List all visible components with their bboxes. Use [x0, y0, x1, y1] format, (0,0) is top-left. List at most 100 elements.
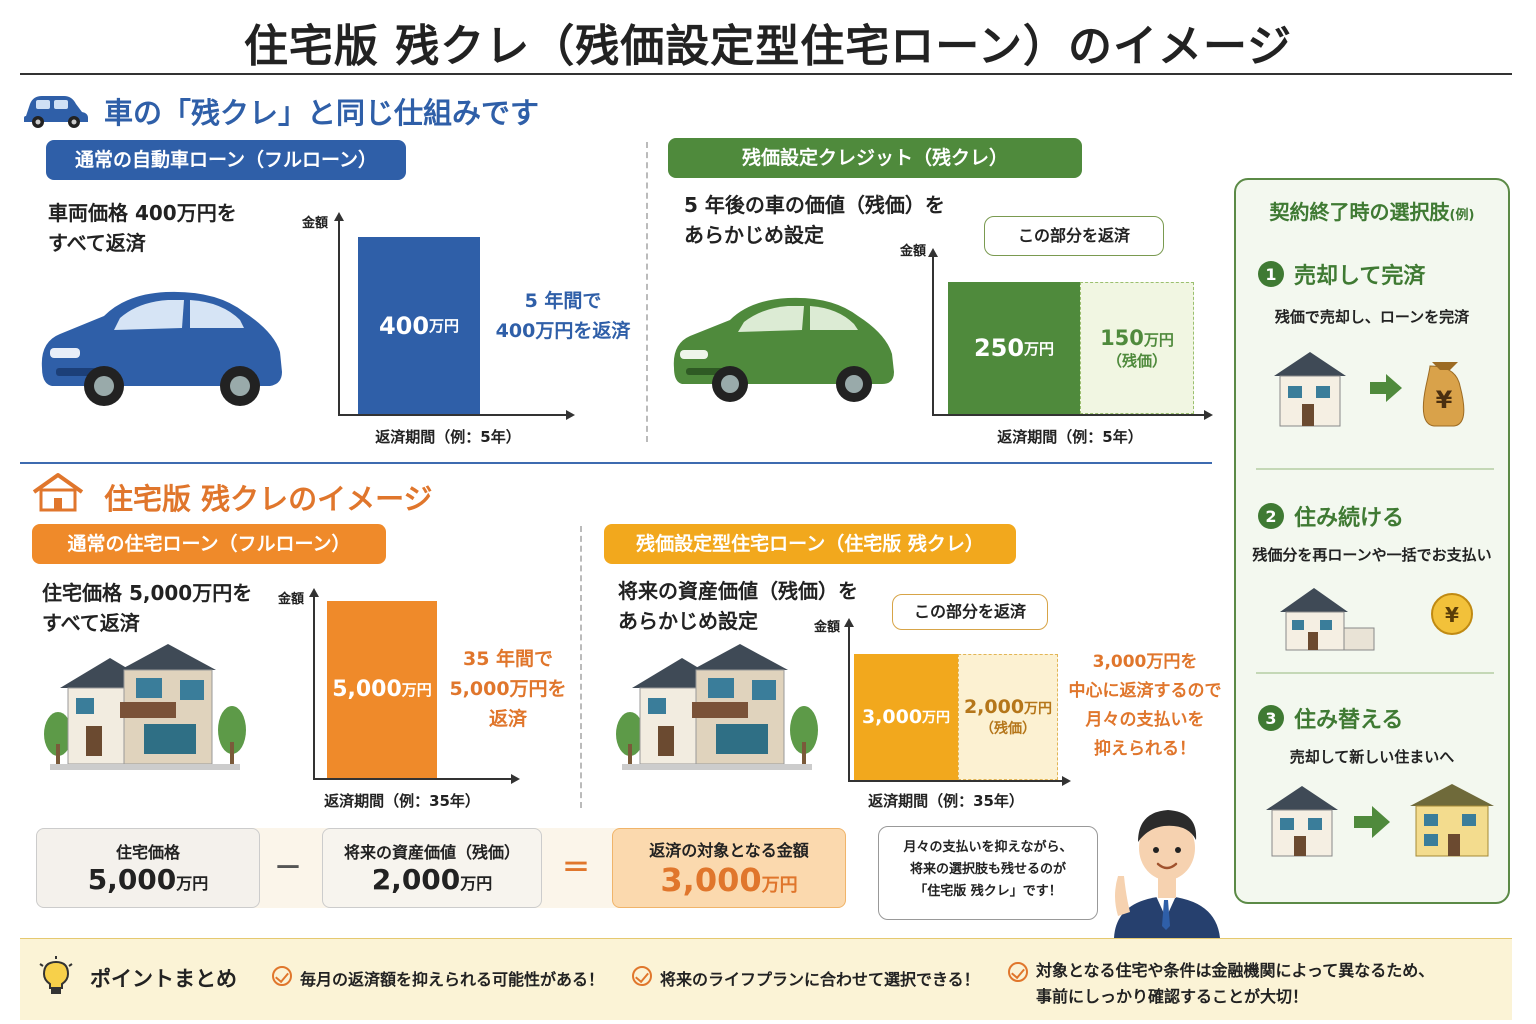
option-sell-heading: 1 売却して完済 [1258, 258, 1425, 290]
option-number-3: 3 [1258, 705, 1284, 731]
option-number-1: 1 [1258, 261, 1284, 287]
y-axis [338, 220, 340, 416]
house-residual-note-line3: 月々の支払いを [1085, 710, 1205, 730]
car-full-bar-value: 400 [378, 311, 430, 340]
equation-house-price: 住宅価格 5,000万円 [36, 828, 260, 908]
car-residual-pill: 残価設定クレジット（残クレ） [668, 138, 1082, 178]
house-residual-note-line1: 3,000万円を [1092, 652, 1198, 672]
house-residual-bar-paid: 3,000 万円 [854, 654, 958, 780]
house-residual-note-line4: 抑えられる！ [1094, 739, 1196, 759]
car-full-bar: 400 万円 [358, 237, 480, 414]
house-full-desc-line1: 住宅価格 5,000万円を [42, 581, 253, 605]
car-full-xlabel: 返済期間（例：5年） [375, 428, 521, 446]
car-residual-bar1-unit: 万円 [1024, 339, 1055, 358]
house-full-desc-line2: すべて返済 [42, 611, 140, 635]
option-number-2: 2 [1258, 503, 1284, 529]
house-residual-xlabel: 返済期間（例：35年） [868, 792, 1024, 810]
house-full-bar-value: 5,000 [332, 677, 402, 702]
option-stay-heading: 2 住み続ける [1258, 500, 1404, 532]
car-full-desc-line1: 車両価格 400万円を [48, 201, 237, 225]
equation-b-unit: 万円 [460, 874, 493, 893]
equals-sign: ＝ [561, 851, 590, 884]
x-axis [338, 414, 566, 416]
point-item-2: 将来のライフプランに合わせて選択できる！ [632, 966, 980, 990]
x-axis [313, 778, 511, 780]
x-axis-arrow [1204, 410, 1213, 420]
option-sell-desc: 残価で売却し、ローンを完済 [1274, 308, 1470, 326]
equation-c-label: 返済の対象となる金額 [649, 841, 809, 860]
car-residual-desc: 5 年後の車の価値（残価）を あらかじめ設定 [684, 190, 945, 250]
x-axis-arrow [566, 410, 575, 420]
car-residual-ylabel: 金額 [900, 244, 927, 259]
car-full-desc: 車両価格 400万円を すべて返済 [48, 198, 237, 258]
house-residual-bar-residual: 2,000万円 （残価） [958, 654, 1058, 780]
house-icon [30, 472, 86, 516]
x-axis [848, 780, 1062, 782]
point-item-2-text: 将来のライフプランに合わせて選択できる！ [660, 970, 980, 989]
car-full-ylabel: 金額 [302, 216, 329, 231]
house-residual-note: 3,000万円を 中心に返済するので 月々の支払いを 抑えられる！ [1060, 648, 1230, 764]
house-residual-bar2-unit: 万円 [1024, 701, 1053, 717]
check-icon [632, 966, 652, 986]
sidebar-divider [1256, 672, 1494, 674]
green-car-illustration [666, 288, 898, 408]
point-item-3: 対象となる住宅や条件は金融機関によって異なるため、 事前にしっかり確認することが… [1008, 958, 1434, 1010]
check-icon [1008, 962, 1028, 982]
point-item-3-line1: 対象となる住宅や条件は金融機関によって異なるため、 [1036, 961, 1435, 980]
house-residual-note-line2: 中心に返済するので [1068, 681, 1222, 701]
car-residual-bar-residual: 150万円 （残価） [1080, 282, 1194, 414]
equation-a-unit: 万円 [176, 874, 209, 893]
house-residual-desc-line2: あらかじめ設定 [618, 609, 758, 633]
option-stay-desc: 残価分を再ローンや一括でお支払い [1252, 546, 1492, 564]
option-move-heading: 3 住み替える [1258, 702, 1403, 734]
car-divider [646, 142, 648, 442]
house-full-bar-unit: 万円 [401, 681, 432, 699]
house-residual-pill: 残価設定型住宅ローン（住宅版 残クレ） [604, 524, 1016, 564]
equation-b-value: 2,000 [371, 863, 461, 896]
car-residual-bar1-value: 250 [973, 334, 1025, 362]
car-full-note: 5 年間で 400万円を返済 [488, 286, 638, 346]
car-residual-callout: この部分を返済 [984, 216, 1164, 256]
equation-b-label: 将来の資産価値（残価） [343, 843, 520, 862]
speech-line1: 月々の支払いを抑えながら、 [903, 840, 1073, 855]
car-full-loan-pill: 通常の自動車ローン（フルローン） [46, 140, 406, 180]
house-move-illustration [1262, 780, 1498, 864]
car-residual-desc-line1: 5 年後の車の価値（残価）を [684, 193, 945, 217]
speech-line2: 将来の選択肢も残せるのが [909, 862, 1066, 877]
minus-sign: － [273, 851, 302, 884]
house-stay-illustration: ¥ [1276, 584, 1486, 658]
sidebar-title-text: 契約終了時の選択肢 [1269, 200, 1450, 224]
car-residual-desc-line2: あらかじめ設定 [684, 223, 824, 247]
y-axis [932, 256, 934, 416]
house-residual-bar1-unit: 万円 [922, 710, 951, 726]
sidebar-title: 契約終了時の選択肢(例) [1234, 196, 1510, 225]
car-residual-bar-paid: 250 万円 [948, 282, 1080, 414]
option-move-title: 住み替える [1294, 708, 1404, 733]
point-item-1-text: 毎月の返済額を抑えられる可能性がある！ [300, 970, 605, 989]
advisor-person-illustration [1104, 796, 1230, 942]
sidebar-divider [1256, 468, 1494, 470]
car-full-note-line1: 5 年間で [524, 290, 602, 312]
car-full-note-line2: 400万円を返済 [495, 320, 631, 342]
y-axis-arrow [309, 588, 319, 597]
house-section-title: 住宅版 残クレのイメージ [104, 482, 433, 516]
house-sell-to-money-illustration: ¥ [1270, 346, 1490, 436]
speech-bubble: 月々の支払いを抑えながら、 将来の選択肢も残せるのが 「住宅版 残クレ」です！ [878, 826, 1098, 920]
y-axis [848, 626, 850, 782]
yen-symbol-bag: ¥ [1436, 386, 1453, 414]
house-full-note-line3: 返済 [488, 708, 527, 730]
y-axis [313, 596, 315, 780]
car-full-bar-unit: 万円 [429, 317, 460, 335]
x-axis-arrow [511, 774, 520, 784]
equation-a-label: 住宅価格 [115, 843, 180, 862]
house-full-xlabel: 返済期間（例：35年） [324, 792, 480, 810]
x-axis [932, 414, 1204, 416]
points-summary [20, 938, 1512, 1020]
car-residual-bar2-value: 150 [1100, 325, 1144, 350]
house-divider [580, 526, 582, 808]
house-illustration [40, 640, 250, 778]
house-full-desc: 住宅価格 5,000万円を すべて返済 [42, 578, 252, 638]
house-residual-ylabel: 金額 [814, 620, 841, 635]
speech-line3: 「住宅版 残クレ」です！ [914, 884, 1062, 899]
title-divider [20, 73, 1512, 75]
